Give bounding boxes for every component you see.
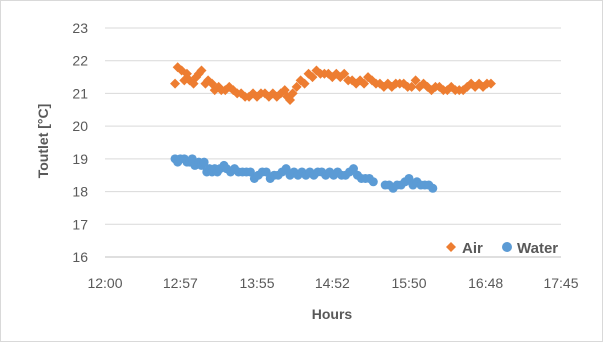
- y-tick-label: 23: [72, 20, 88, 36]
- x-tick-label: 16:48: [468, 275, 503, 291]
- air-point: [339, 68, 350, 79]
- y-axis-title: Toutlet [°C]: [35, 104, 51, 179]
- water-point: [404, 173, 414, 183]
- series-air: [170, 62, 496, 105]
- water-point: [261, 167, 271, 177]
- x-tick-label: 13:55: [239, 275, 274, 291]
- y-tick-labels: 16 17 18 19 20 21 22 23: [72, 20, 88, 265]
- legend-air-marker: [446, 242, 456, 252]
- water-point: [368, 177, 378, 187]
- series-water: [170, 154, 438, 193]
- air-point: [485, 78, 496, 89]
- gridlines: [105, 27, 561, 258]
- air-point: [287, 88, 298, 99]
- y-tick-label: 19: [72, 151, 88, 167]
- air-point: [307, 72, 318, 83]
- air-point: [291, 81, 302, 92]
- y-tick-label: 17: [72, 216, 88, 232]
- x-axis-title: Hours: [312, 306, 353, 322]
- y-tick-label: 21: [72, 85, 88, 101]
- water-point: [348, 164, 358, 174]
- x-tick-labels: 12:00 12:57 13:55 14:52 15:50 16:48 17:45: [87, 275, 578, 291]
- air-point: [406, 81, 417, 92]
- y-tick-label: 20: [72, 118, 88, 134]
- water-point: [199, 157, 209, 167]
- x-tick-label: 14:52: [315, 275, 350, 291]
- y-tick-label: 18: [72, 184, 88, 200]
- air-point: [410, 75, 421, 86]
- legend-water-marker: [502, 242, 512, 252]
- x-tick-label: 15:50: [391, 275, 426, 291]
- air-point: [359, 78, 370, 89]
- legend: Air Water: [446, 240, 558, 257]
- water-point: [428, 183, 438, 193]
- air-point: [196, 65, 207, 76]
- x-tick-label: 17:45: [543, 275, 578, 291]
- water-point: [281, 164, 291, 174]
- y-tick-label: 16: [72, 249, 88, 265]
- x-tick-label: 12:57: [163, 275, 198, 291]
- y-tick-label: 22: [72, 53, 88, 69]
- air-point: [170, 78, 181, 89]
- legend-water-label: Water: [517, 240, 558, 257]
- x-tick-label: 12:00: [87, 275, 122, 291]
- series-layer: [170, 62, 496, 193]
- water-point: [245, 167, 255, 177]
- legend-air-label: Air: [462, 240, 483, 257]
- air-point: [299, 78, 310, 89]
